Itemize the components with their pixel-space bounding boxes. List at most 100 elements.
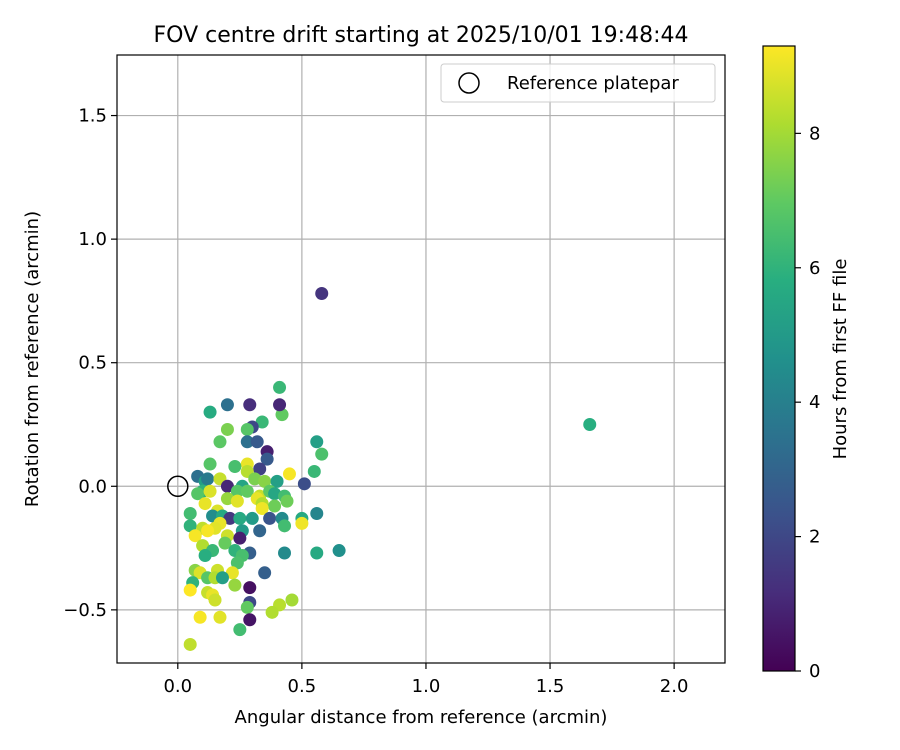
legend-box (440, 63, 716, 103)
data-point (258, 474, 272, 488)
x-axis-label: Angular distance from reference (arcmin) (235, 707, 608, 728)
data-points (183, 287, 597, 651)
y-tick-label: 0.0 (78, 476, 107, 497)
colorbar-label: Hours from first FF file (830, 259, 851, 460)
reference-open-circle (167, 475, 189, 498)
data-point (198, 497, 212, 511)
data-point (297, 477, 311, 491)
data-point (220, 398, 234, 412)
data-point (230, 484, 244, 498)
data-point (223, 511, 237, 525)
data-point (218, 536, 232, 550)
data-point (243, 581, 257, 595)
data-point (282, 467, 296, 481)
y-tick-label: −0.5 (63, 600, 107, 621)
data-point (243, 398, 257, 412)
data-point (228, 578, 242, 592)
chart-title: FOV centre drift starting at 2025/10/01 … (154, 23, 689, 48)
data-point (268, 499, 282, 513)
data-point (310, 546, 324, 560)
colorbar-tick-label: 4 (809, 392, 820, 413)
data-point (270, 474, 284, 488)
y-tick-label: 0.5 (78, 353, 107, 374)
data-point (220, 479, 234, 493)
data-point (183, 583, 197, 597)
x-tick-label: 0.0 (163, 676, 192, 697)
data-point (225, 566, 239, 580)
data-point (191, 487, 205, 501)
plot-area: 0.0 0.5 1.0 1.5 2.0 −0.5 0.0 0.5 1.0 1.5 (63, 54, 726, 697)
data-point (240, 600, 254, 614)
colorbar-tick-label: 6 (809, 258, 820, 279)
data-point (215, 571, 229, 585)
data-point (230, 494, 244, 508)
data-point (240, 435, 254, 449)
y-tick-label: 1.0 (78, 229, 107, 250)
data-point (273, 380, 287, 394)
data-point (240, 484, 254, 498)
data-point (273, 398, 287, 412)
data-point (220, 422, 234, 436)
x-tick-label: 1.0 (412, 676, 441, 697)
data-point (265, 605, 279, 619)
data-point (278, 546, 292, 560)
data-point (248, 472, 262, 486)
data-point (208, 593, 222, 607)
data-point (201, 524, 215, 538)
data-point (213, 610, 227, 624)
data-point (220, 492, 234, 506)
data-point (228, 460, 242, 474)
data-point (258, 566, 272, 580)
legend: Reference platepar (440, 63, 716, 103)
x-tick-label: 0.5 (288, 676, 317, 697)
data-point (278, 519, 292, 533)
x-tick-label: 1.5 (536, 676, 565, 697)
data-point (196, 539, 210, 553)
data-point (260, 452, 274, 466)
colorbar-gradient (762, 45, 796, 672)
data-point (310, 506, 324, 520)
colorbar-tick-label: 2 (809, 527, 820, 548)
data-point (295, 516, 309, 530)
legend-label: Reference platepar (507, 73, 679, 94)
colorbar-tick-label: 8 (809, 123, 820, 144)
x-tick-label: 2.0 (660, 676, 689, 697)
data-point (203, 457, 217, 471)
x-axis-ticks: 0.0 0.5 1.0 1.5 2.0 (163, 663, 688, 697)
data-point (315, 287, 329, 301)
y-axis-ticks: −0.5 0.0 0.5 1.0 1.5 (63, 106, 117, 621)
y-axis-label: Rotation from reference (arcmin) (22, 211, 43, 507)
data-point (183, 637, 197, 651)
legend-open-circle-icon (458, 72, 480, 94)
data-point (250, 435, 264, 449)
data-point (233, 623, 247, 637)
y-tick-label: 1.5 (78, 106, 107, 127)
data-point (253, 524, 267, 538)
data-point (203, 484, 217, 498)
colorbar-tick-label: 0 (809, 661, 820, 682)
colorbar-ticks: 0 2 4 6 8 (795, 123, 820, 682)
grid-lines (117, 55, 725, 663)
data-point (275, 408, 289, 422)
reference-platepar-marker (167, 475, 189, 498)
data-point (315, 447, 329, 461)
data-point (230, 556, 244, 570)
data-point (243, 613, 257, 627)
data-point (201, 472, 215, 486)
data-point (233, 531, 247, 545)
data-point (280, 494, 294, 508)
data-point (198, 548, 212, 562)
data-point (183, 506, 197, 520)
data-point (253, 462, 267, 476)
data-point (255, 415, 269, 429)
data-point (188, 529, 202, 543)
colorbar: 0 2 4 6 8 Hours from first FF file (762, 45, 851, 682)
data-point (240, 422, 254, 436)
data-point (285, 593, 299, 607)
plot-frame (116, 54, 726, 664)
data-point (233, 511, 247, 525)
data-point (255, 502, 269, 516)
data-point (213, 435, 227, 449)
data-point (245, 511, 259, 525)
